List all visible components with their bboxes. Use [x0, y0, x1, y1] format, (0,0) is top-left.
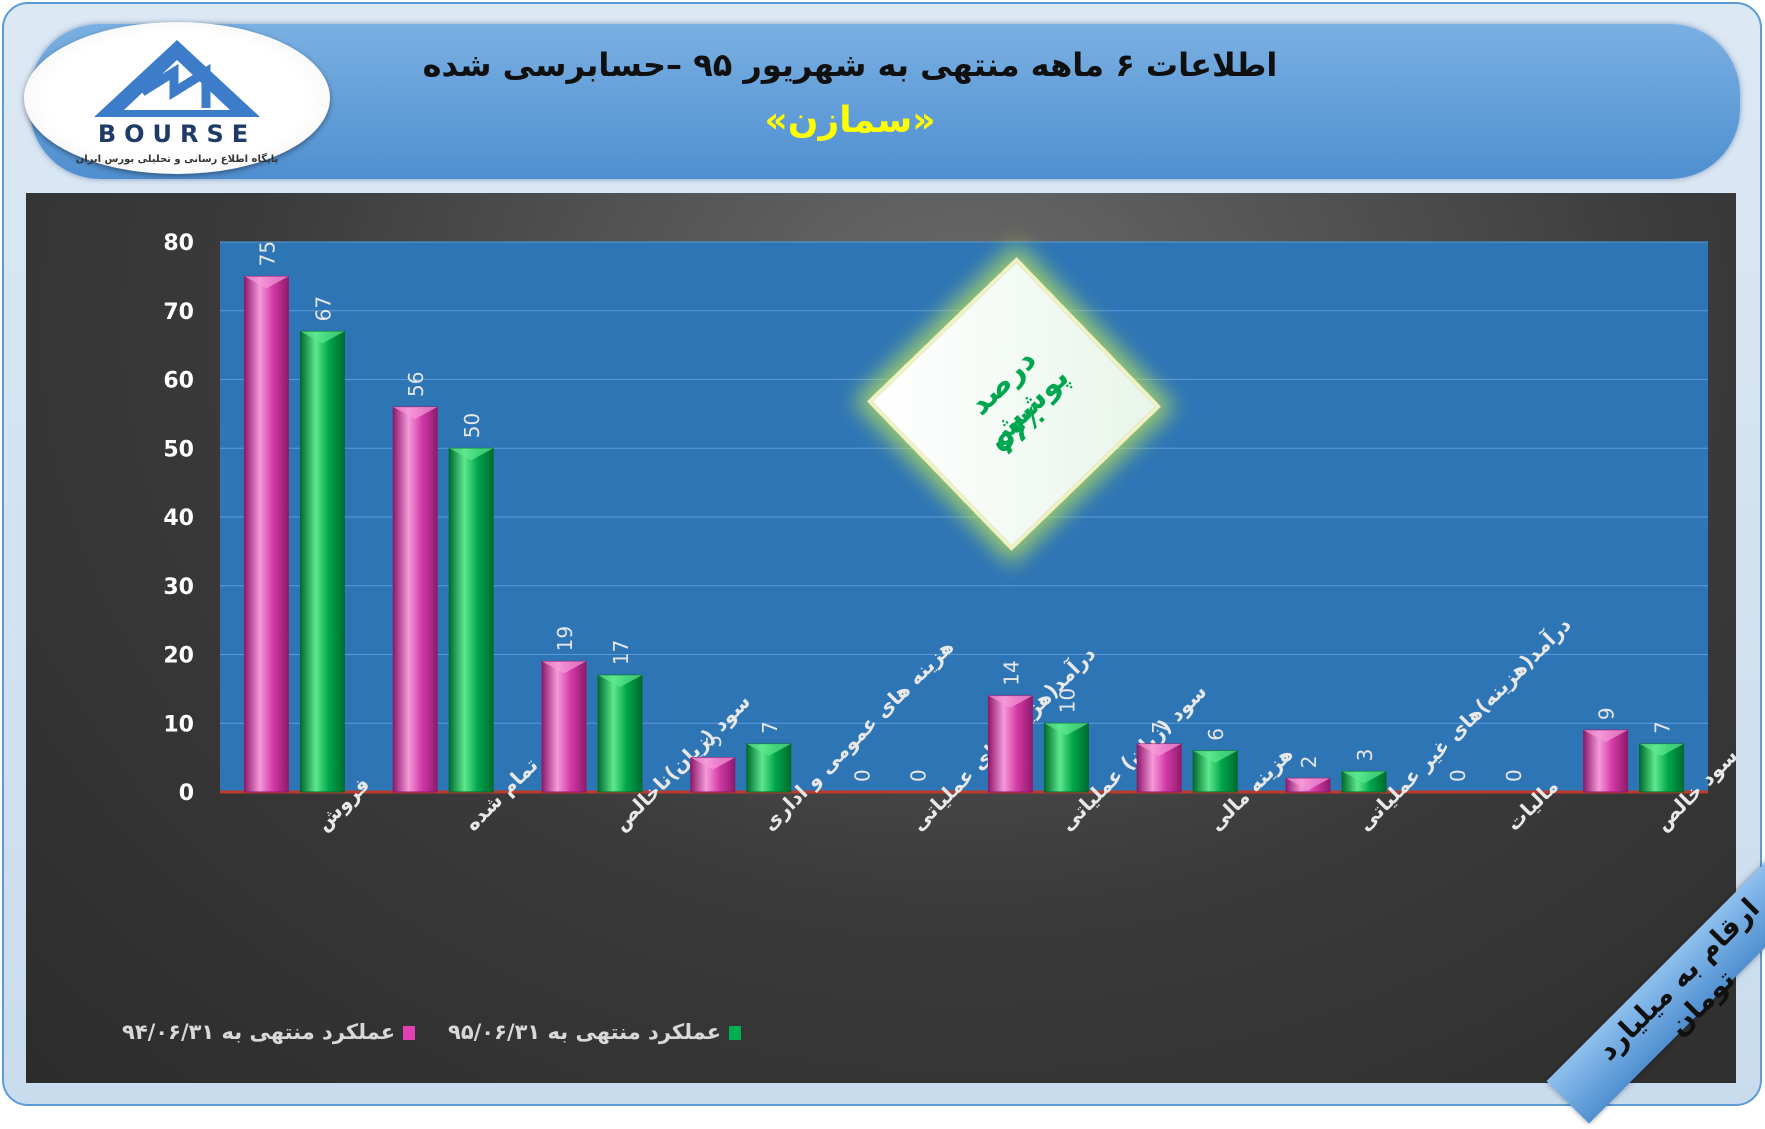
data-label-series2: 7 [758, 721, 782, 734]
page-title: اطلاعات ۶ ماهه منتهی به شهریور ۹۵ –حسابر… [422, 46, 1278, 84]
y-tick-label: 30 [163, 575, 194, 600]
data-label-series2: 67 [311, 296, 335, 321]
data-label-series1: 0 [851, 769, 875, 782]
y-tick-label: 70 [163, 300, 194, 325]
bar-series2 [597, 674, 643, 793]
y-tick-label: 10 [163, 712, 194, 737]
bar-cap-series1 [542, 661, 586, 674]
legend-label-series2: عملکرد منتهی به ۹۵/۰۶/۳۱ [448, 1020, 722, 1044]
bar-cap-series1 [1137, 743, 1182, 756]
data-label-series2: 10 [1055, 688, 1079, 713]
y-tick-label: 80 [163, 231, 194, 256]
bar-cap-series2 [1193, 750, 1238, 763]
y-tick-label: 0 [179, 781, 194, 806]
bar-cap-series2 [300, 331, 345, 344]
y-tick-label: 20 [163, 644, 194, 669]
data-label-series2: 0 [1502, 769, 1526, 782]
bar-cap-series1 [1583, 730, 1628, 743]
data-label-series1: 7 [1148, 721, 1172, 734]
bourse-logo: BOURSE پایگاه اطلاع رسانی و تحلیلی بورس … [24, 22, 330, 174]
data-label-series1: 14 [999, 660, 1023, 685]
bar-cap-series1 [690, 757, 735, 770]
bar-cap-series1 [988, 695, 1033, 708]
bar-cap-series1 [244, 276, 289, 289]
data-label-series1: 2 [1297, 756, 1321, 769]
bar-cap-series2 [1639, 743, 1684, 756]
y-tick-label: 60 [163, 369, 194, 394]
company-name: «سمازن» [764, 100, 936, 141]
bar-cap-series2 [746, 743, 791, 756]
legend-item-series2: عملکرد منتهی به ۹۵/۰۶/۳۱ [448, 1020, 742, 1050]
legend-swatch-series2 [729, 1026, 742, 1040]
bar-series1 [541, 660, 587, 793]
data-label-series2: 7 [1651, 721, 1675, 734]
legend-item-series1: عملکرد منتهی به ۹۴/۰۶/۳۱ [122, 1020, 416, 1050]
bar-cap-series2 [1342, 771, 1386, 784]
data-label-series1: 56 [404, 372, 428, 397]
logo-tagline: پایگاه اطلاع رسانی و تحلیلی بورس ایران [75, 154, 279, 165]
y-tick-label: 50 [163, 437, 194, 462]
logo-mark-icon [94, 40, 260, 117]
bar-cap-series1 [393, 407, 438, 419]
data-label-series1: 75 [255, 241, 279, 266]
data-label-series2: 17 [609, 640, 633, 665]
bar-series2 [299, 330, 345, 793]
bar-series1 [243, 275, 289, 793]
bar-series1 [392, 406, 438, 793]
data-label-series2: 0 [907, 769, 931, 782]
data-label-series1: 0 [1446, 769, 1470, 782]
bar-cap-series2 [449, 448, 494, 461]
data-label-series2: 50 [460, 413, 484, 438]
bar-cap-series2 [1044, 723, 1089, 736]
legend-swatch-series1 [403, 1026, 416, 1040]
data-label-series1: 9 [1595, 707, 1619, 720]
logo-name: BOURSE [97, 120, 257, 148]
bar-cap-series1 [1286, 778, 1330, 791]
data-label-series1: 5 [702, 735, 726, 748]
bar-cap-series2 [598, 675, 642, 688]
y-tick-label: 40 [163, 506, 194, 531]
legend-label-series1: عملکرد منتهی به ۹۴/۰۶/۳۱ [122, 1020, 396, 1044]
bar-series1 [987, 695, 1033, 793]
data-label-series2: 6 [1204, 728, 1228, 741]
bar-series2 [448, 447, 494, 793]
data-label-series1: 19 [553, 626, 577, 651]
data-label-series2: 3 [1353, 749, 1377, 762]
